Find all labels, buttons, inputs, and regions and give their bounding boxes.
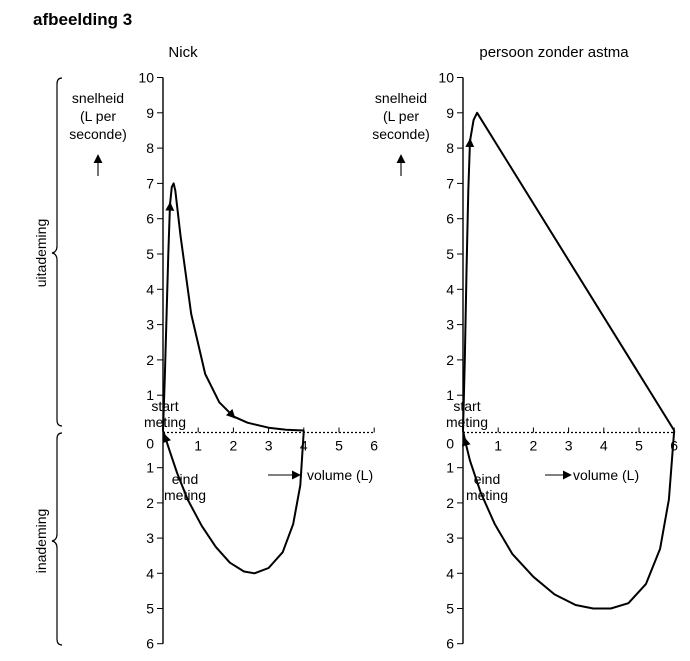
y-tick-label: 8 bbox=[146, 140, 154, 156]
x-tick-label: 5 bbox=[635, 438, 643, 454]
y-axis-label-line: snelheid bbox=[72, 90, 124, 106]
end-annotation-line: eind bbox=[172, 471, 198, 487]
end-annotation-line: eind bbox=[474, 471, 500, 487]
direction-arrow bbox=[162, 433, 171, 444]
y-tick-label: 9 bbox=[446, 105, 454, 121]
y-tick-label: 0 bbox=[146, 436, 154, 452]
x-tick-label: 2 bbox=[530, 438, 538, 454]
y-tick-label: 6 bbox=[446, 636, 454, 652]
start-annotation-line: meting bbox=[446, 414, 488, 430]
y-tick-label: 1 bbox=[146, 460, 154, 476]
y-axis-label-line: seconde) bbox=[69, 126, 127, 142]
y-tick-label: 5 bbox=[146, 601, 154, 617]
inhalation-curve bbox=[462, 430, 676, 610]
start-annotation-line: meting bbox=[144, 414, 186, 430]
y-tick-label: 3 bbox=[446, 530, 454, 546]
chart-persoon-zonder-astma: persoon zonder astma snelheid (L per second… bbox=[372, 44, 678, 652]
inhale-label: inademing bbox=[33, 509, 49, 574]
direction-arrow bbox=[461, 436, 471, 447]
exhalation-curve bbox=[462, 111, 676, 432]
y-tick-label: 4 bbox=[146, 281, 154, 297]
x-tick-label: 1 bbox=[194, 438, 202, 454]
x-tick-label: 6 bbox=[670, 438, 678, 454]
inhale-brace bbox=[51, 432, 63, 646]
direction-arrow bbox=[225, 408, 236, 419]
y-tick-label: 1 bbox=[446, 460, 454, 476]
y-tick-label: 5 bbox=[446, 601, 454, 617]
y-tick-label: 2 bbox=[446, 352, 454, 368]
y-tick-label: 7 bbox=[446, 175, 454, 191]
inhalation-curve bbox=[162, 430, 305, 575]
y-tick-label: 2 bbox=[146, 495, 154, 511]
y-tick-label: 5 bbox=[446, 246, 454, 262]
y-axis-label-line: snelheid bbox=[375, 90, 427, 106]
y-tick-label: 9 bbox=[146, 105, 154, 121]
y-tick-label: 2 bbox=[146, 352, 154, 368]
y-tick-label: 2 bbox=[446, 495, 454, 511]
y-tick-label: 4 bbox=[446, 565, 454, 581]
exhalation-curve bbox=[162, 182, 304, 432]
y-tick-label: 4 bbox=[146, 565, 154, 581]
y-tick-label: 5 bbox=[146, 246, 154, 262]
x-tick-label: 5 bbox=[335, 438, 343, 454]
x-axis-label: volume (L) bbox=[307, 467, 373, 483]
x-tick-label: 3 bbox=[265, 438, 273, 454]
y-tick-label: 7 bbox=[146, 175, 154, 191]
chart-nick: Nick snelheid (L per seconde) 1 2 3 4 5 6 7 8 9 10 0 1 2… bbox=[69, 44, 378, 652]
y-tick-label: 6 bbox=[446, 211, 454, 227]
chart-title: Nick bbox=[168, 44, 198, 61]
y-tick-label: 0 bbox=[446, 436, 454, 452]
end-annotation-line: meting bbox=[466, 487, 508, 503]
figure-title: afbeelding 3 bbox=[33, 10, 133, 29]
y-tick-label: 10 bbox=[138, 70, 154, 86]
x-tick-label: 1 bbox=[494, 438, 502, 454]
y-axis-label-line: (L per bbox=[383, 108, 419, 124]
exhale-brace bbox=[51, 77, 63, 427]
start-annotation-line: start bbox=[453, 398, 480, 414]
y-axis-label-line: seconde) bbox=[372, 126, 430, 142]
y-tick-label: 6 bbox=[146, 636, 154, 652]
y-tick-label: 3 bbox=[146, 317, 154, 333]
start-annotation-line: start bbox=[151, 398, 178, 414]
y-axis-label-line: (L per bbox=[80, 108, 116, 124]
y-tick-label: 1 bbox=[446, 387, 454, 403]
x-tick-label: 2 bbox=[230, 438, 238, 454]
x-axis-label: volume (L) bbox=[573, 467, 639, 483]
exhale-label: uitademing bbox=[33, 219, 49, 288]
y-tick-label: 10 bbox=[438, 70, 454, 86]
x-tick-label: 6 bbox=[370, 438, 378, 454]
chart-title: persoon zonder astma bbox=[479, 44, 629, 61]
y-tick-label: 1 bbox=[146, 387, 154, 403]
x-tick-label: 3 bbox=[565, 438, 573, 454]
y-tick-label: 4 bbox=[446, 281, 454, 297]
y-tick-label: 8 bbox=[446, 140, 454, 156]
y-tick-label: 3 bbox=[446, 317, 454, 333]
x-tick-label: 4 bbox=[600, 438, 608, 454]
y-tick-label: 6 bbox=[146, 211, 154, 227]
y-tick-label: 3 bbox=[146, 530, 154, 546]
x-tick-label: 4 bbox=[300, 438, 308, 454]
